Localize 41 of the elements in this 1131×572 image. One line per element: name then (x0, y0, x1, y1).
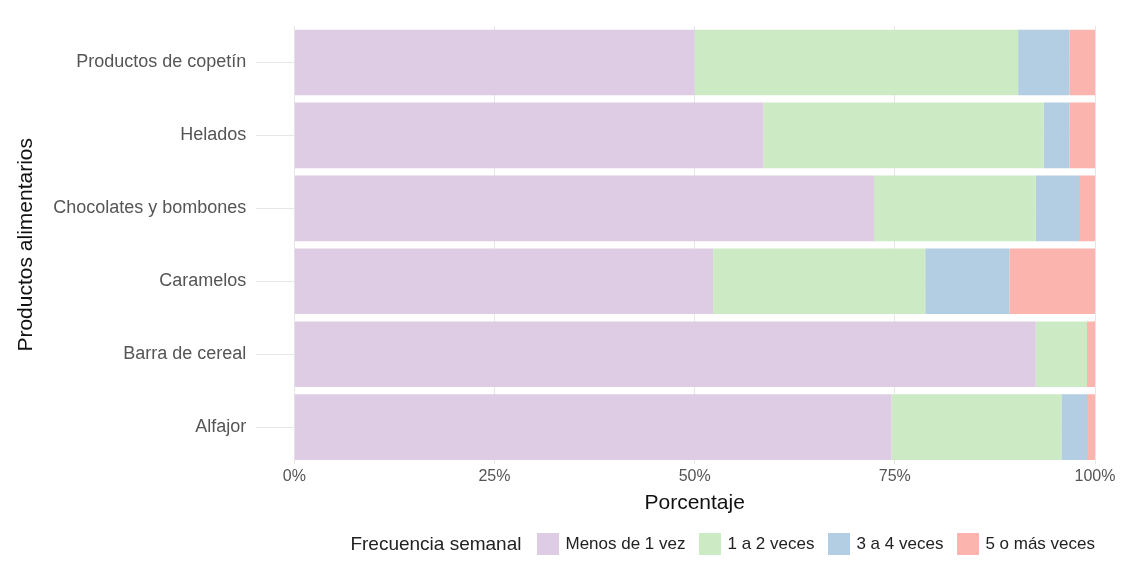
bar (1086, 321, 1095, 388)
bar (925, 248, 1010, 315)
bar (1035, 175, 1079, 242)
bar (891, 394, 1062, 460)
bar (294, 102, 764, 169)
y-tick-label: Chocolates y bombones (53, 197, 247, 218)
y-tick-label: Barra de cereal (123, 343, 247, 364)
bar (874, 175, 1036, 242)
x-tick-label: 75% (878, 466, 911, 484)
y-tick-label: Helados (180, 124, 247, 145)
bar (294, 248, 714, 315)
x-tick-label: 50% (678, 466, 711, 484)
bar (294, 321, 1036, 388)
bar (1009, 248, 1095, 315)
legend-label: 3 a 4 veces (856, 534, 944, 554)
bar (1035, 321, 1087, 388)
y-tick-label: Caramelos (159, 270, 247, 291)
bar (294, 175, 875, 242)
bar (1061, 394, 1087, 460)
x-tick-label: 0% (282, 466, 306, 484)
y-tick-label: Alfajor (195, 416, 247, 437)
x-tick-label: 100% (1074, 466, 1116, 484)
x-tick-label: 25% (478, 466, 511, 484)
bar (763, 102, 1044, 169)
bar (1018, 29, 1070, 96)
bar (1078, 175, 1095, 242)
legend-label: 1 a 2 veces (727, 534, 815, 554)
bar (694, 29, 1019, 96)
legend-label: Menos de 1 vez (565, 534, 686, 554)
bar (294, 394, 892, 460)
legend-label: 5 o más veces (985, 534, 1095, 554)
y-axis-title: Productos alimentarios (13, 138, 37, 352)
legend-title: Frecuencia semanal (350, 533, 522, 555)
bar (1043, 102, 1070, 169)
bar (294, 29, 695, 96)
bar (1086, 394, 1095, 460)
bar (713, 248, 926, 315)
x-axis-title: Porcentaje (644, 490, 745, 514)
bar (1069, 102, 1095, 169)
y-tick-label: Productos de copetín (76, 51, 247, 72)
bar (1069, 29, 1095, 96)
